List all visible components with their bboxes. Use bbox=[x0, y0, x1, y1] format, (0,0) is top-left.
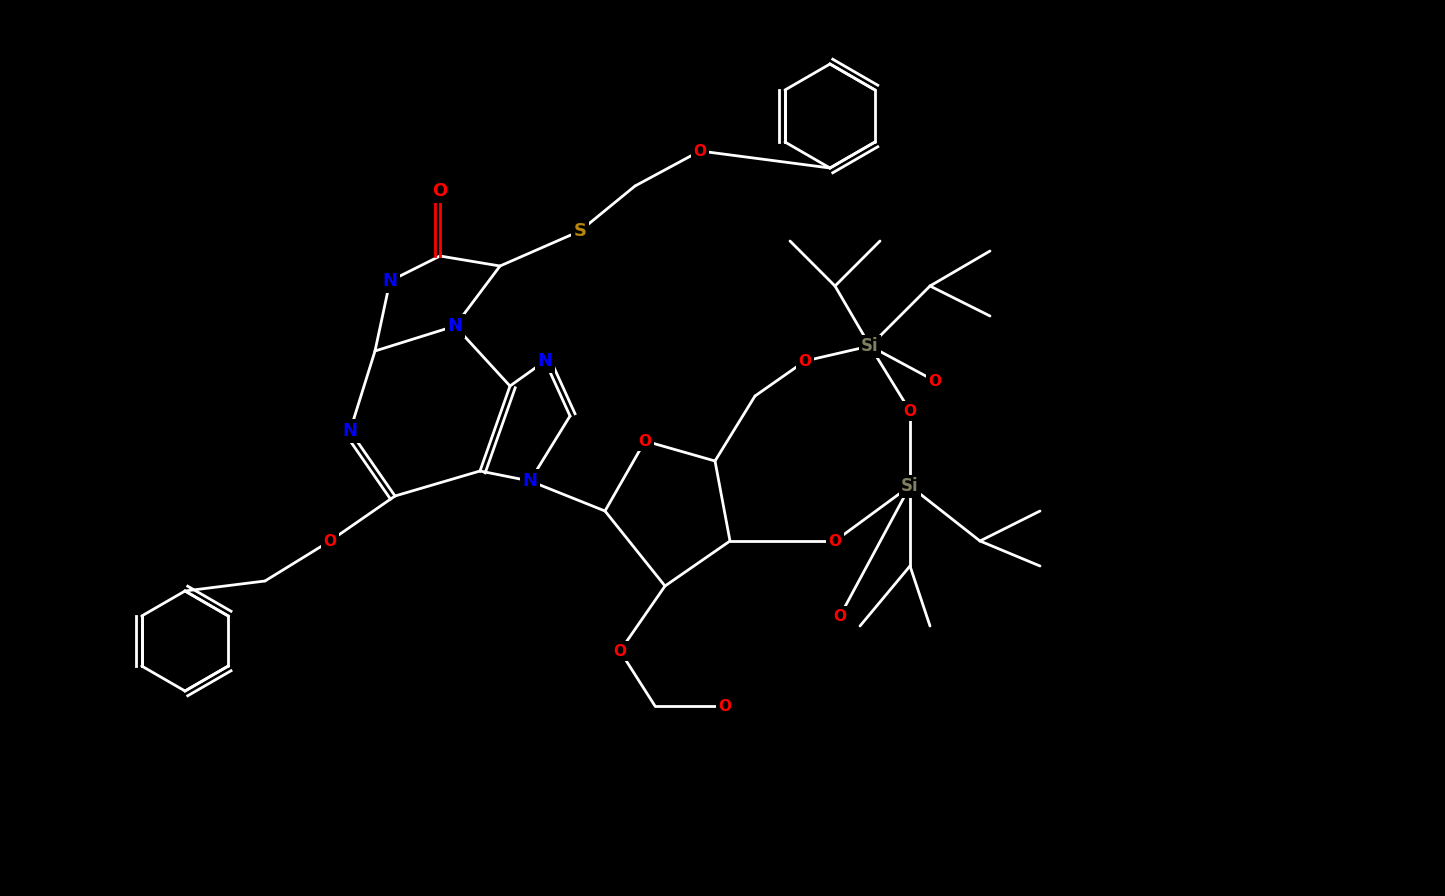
Text: O: O bbox=[639, 434, 652, 449]
Text: O: O bbox=[694, 143, 707, 159]
Text: O: O bbox=[834, 608, 847, 624]
Text: N: N bbox=[448, 317, 462, 335]
Text: O: O bbox=[614, 643, 627, 659]
Text: N: N bbox=[523, 472, 538, 490]
Text: O: O bbox=[929, 374, 942, 389]
Text: N: N bbox=[538, 352, 552, 370]
Text: O: O bbox=[799, 354, 812, 368]
Text: N: N bbox=[383, 272, 397, 290]
Text: O: O bbox=[432, 182, 448, 200]
Text: Si: Si bbox=[902, 477, 919, 495]
Text: O: O bbox=[828, 533, 841, 548]
Text: O: O bbox=[324, 533, 337, 548]
Text: Si: Si bbox=[861, 337, 879, 355]
Text: O: O bbox=[903, 403, 916, 418]
Text: O: O bbox=[718, 699, 731, 713]
Text: N: N bbox=[342, 422, 357, 440]
Text: S: S bbox=[574, 222, 587, 240]
